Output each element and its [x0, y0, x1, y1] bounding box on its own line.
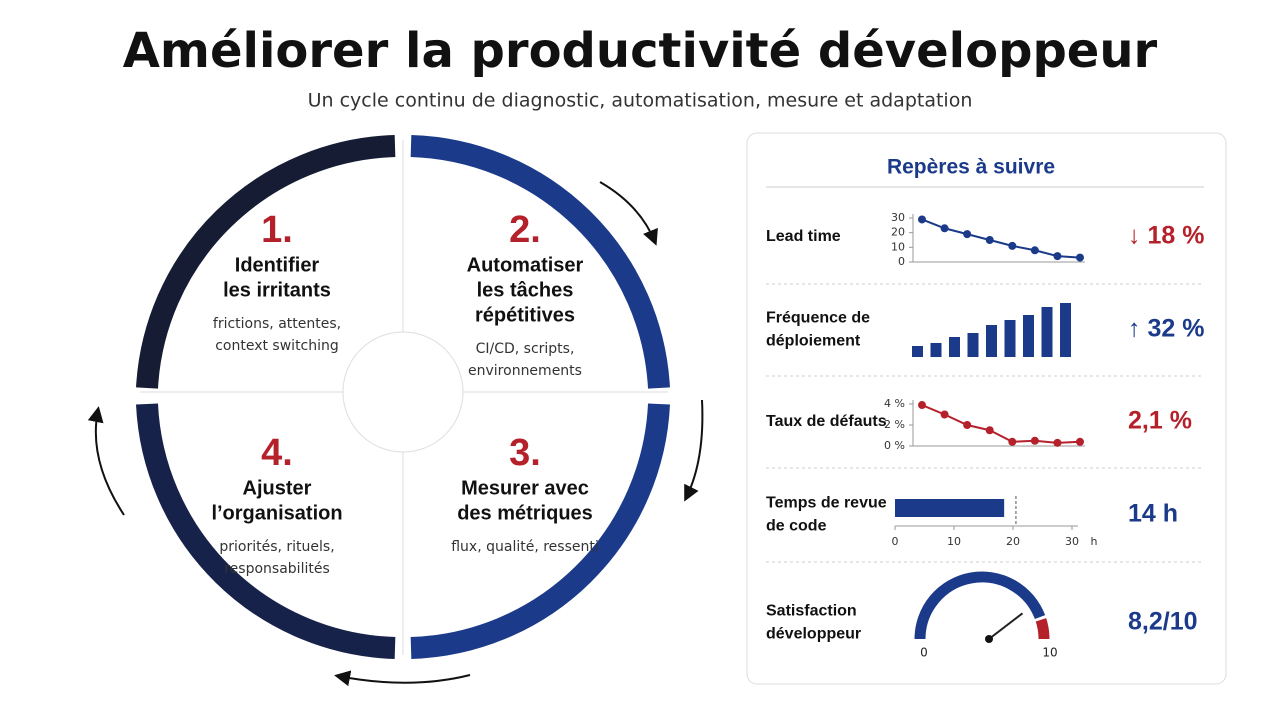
bar: [949, 337, 960, 357]
ring-segment: [410, 403, 670, 659]
metric-result: ↑ 32 %: [1128, 315, 1204, 343]
metric-result: 8,2/10: [1128, 608, 1198, 636]
x-tick-label: 10: [947, 535, 961, 548]
subtitle: Un cycle continu de diagnostic, automati…: [308, 90, 973, 112]
gauge-label: 10: [1042, 646, 1057, 660]
point: [940, 224, 949, 233]
point: [963, 421, 972, 429]
flow-arrow: [334, 670, 471, 687]
step-number: 3.: [509, 432, 541, 474]
metric-label: de code: [766, 518, 827, 535]
bar: [1060, 303, 1071, 357]
step-detail: environnements: [468, 363, 582, 379]
y-tick-label: 30: [891, 211, 905, 224]
step-title: l’organisation: [211, 502, 342, 524]
y-tick-label: 2 %: [884, 418, 905, 431]
step-detail: responsabilités: [224, 561, 330, 577]
metric-label: Temps de revue: [766, 495, 887, 512]
title: Améliorer la productivité développeur: [123, 23, 1158, 79]
point: [985, 426, 994, 435]
step-title: Mesurer avec: [461, 477, 589, 499]
step-title: Automatiser: [467, 254, 584, 276]
y-tick-label: 20: [891, 226, 905, 239]
gauge-alert: [1035, 618, 1050, 640]
step-number: 1.: [261, 209, 293, 251]
ring-segment: [136, 135, 396, 389]
bar: [967, 333, 979, 357]
bar: [895, 499, 1005, 517]
step-title: les irritants: [223, 279, 331, 301]
step-detail: priorités, rituels,: [219, 539, 334, 555]
metric-result: ↓ 18 %: [1128, 222, 1204, 250]
hub: [342, 331, 464, 453]
point: [1008, 437, 1017, 446]
metric-result: 2,1 %: [1128, 407, 1192, 435]
bar: [930, 343, 942, 357]
step-title: des métriques: [457, 502, 593, 524]
step-detail: flux, qualité, ressenti: [451, 539, 599, 555]
metrics-panel: [746, 132, 1227, 685]
gauge-label: 0: [920, 646, 928, 660]
step-number: 4.: [261, 432, 293, 474]
flow-arrow: [684, 399, 704, 502]
step-title: Ajuster: [243, 477, 312, 499]
point: [1053, 252, 1062, 261]
gauge-arc: [914, 571, 1046, 640]
gauge-needle: [988, 612, 1024, 640]
bar: [1004, 320, 1016, 357]
y-tick-label: 0: [898, 255, 905, 268]
step-title: répétitives: [475, 304, 575, 326]
cycle: [87, 135, 704, 687]
metric-label: déploiement: [766, 333, 861, 350]
gauge-hub: [985, 635, 993, 643]
metric-result: 14 h: [1128, 500, 1178, 528]
flow-arrow: [599, 181, 658, 246]
metric-label: Lead time: [766, 228, 841, 245]
point: [985, 236, 994, 244]
y-tick-label: 0 %: [884, 439, 905, 452]
bar: [1023, 315, 1034, 357]
flow-arrow: [87, 406, 125, 516]
step-number: 2.: [509, 209, 541, 251]
bar: [986, 325, 997, 357]
metric-label: Taux de défauts: [766, 413, 887, 430]
point: [1076, 253, 1084, 262]
y-tick-label: 4 %: [884, 397, 905, 410]
metric-label: développeur: [766, 626, 861, 643]
point: [918, 401, 926, 410]
ring-segment: [410, 135, 670, 389]
panel-title: Repères à suivre: [887, 156, 1055, 179]
step-detail: context switching: [215, 338, 339, 354]
point: [1076, 437, 1084, 446]
point: [1008, 241, 1017, 250]
point: [1030, 436, 1039, 445]
point: [963, 230, 972, 239]
point: [940, 410, 949, 419]
point: [1030, 246, 1039, 255]
metric-label: Satisfaction: [766, 603, 857, 620]
bar: [912, 346, 923, 357]
axis-unit: h: [1091, 535, 1098, 548]
x-tick-label: 20: [1006, 535, 1020, 548]
metric-label: Fréquence de: [766, 310, 870, 327]
x-tick-label: 30: [1065, 535, 1079, 548]
step-detail: CI/CD, scripts,: [476, 341, 575, 357]
step-title: les tâches: [477, 279, 574, 301]
point: [1053, 438, 1062, 447]
y-tick-label: 10: [891, 240, 905, 253]
x-tick-label: 0: [892, 535, 899, 548]
point: [918, 215, 926, 224]
ring-segment: [136, 403, 396, 659]
bar: [1041, 307, 1053, 357]
step-title: Identifier: [235, 254, 320, 276]
step-detail: frictions, attentes,: [213, 316, 341, 332]
